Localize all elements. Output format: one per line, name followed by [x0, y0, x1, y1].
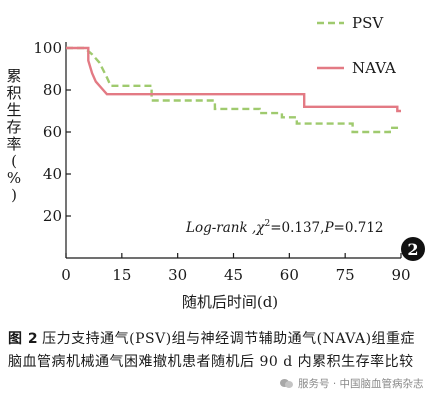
annotation-p-value: =0.712: [334, 220, 384, 236]
nava-survival-line: [66, 46, 401, 113]
y-axis-label-char: ): [11, 186, 17, 204]
annotation-prefix: Log-rank ,: [185, 220, 256, 236]
y-axis-label-char: %: [6, 169, 22, 187]
panel-badge: 2: [401, 237, 425, 261]
psv-survival-line: [66, 46, 401, 134]
y-tick-label: 80: [43, 81, 62, 99]
y-tick-label: 40: [43, 165, 62, 183]
chart-series: [66, 46, 401, 134]
x-tick-label: 30: [168, 266, 187, 284]
annotation-chi: χ: [255, 220, 265, 236]
x-tick-label: 45: [224, 266, 243, 284]
caption-text: 压力支持通气(PSV)组与神经调节辅助通气(NAVA)组重症脑血管病机械通气困难…: [8, 331, 416, 370]
y-axis-label-char: (: [11, 152, 17, 170]
logrank-annotation: Log-rank ,χ2=0.137,P=0.712: [185, 219, 384, 236]
y-axis-label-char: 积: [6, 84, 22, 102]
y-axis-label-char: 生: [6, 101, 22, 119]
y-axis-label-char: 率: [6, 135, 22, 153]
panel-badge-number: 2: [407, 240, 418, 259]
x-tick-label: 75: [336, 266, 355, 284]
annotation-chi-sup: 2: [264, 219, 270, 229]
y-tick-label: 20: [43, 207, 62, 225]
x-tick-label: 90: [391, 266, 410, 284]
figure-caption: 图 2 压力支持通气(PSV)组与神经调节辅助通气(NAVA)组重症脑血管病机械通…: [8, 328, 422, 374]
y-tick-label: 100: [33, 39, 62, 57]
x-tick-label: 60: [280, 266, 299, 284]
chart-legend: PSV NAVA: [317, 14, 396, 77]
x-tick-label: 15: [112, 266, 131, 284]
legend-nava-label: NAVA: [352, 59, 396, 77]
annotation-p: P: [323, 220, 334, 236]
chart-ticks: 20 40 60 80 100 0 15 30 45 60 75 90: [33, 39, 410, 284]
survival-chart: 20 40 60 80 100 0 15 30 45 60 75 90 PSV NAVA 随机后时间(d…: [33, 14, 425, 311]
watermark-text: 服务号 · 中国脑血管病杂志: [298, 378, 424, 390]
watermark: 服务号 · 中国脑血管病杂志: [280, 376, 424, 391]
x-tick-label: 0: [61, 266, 71, 284]
legend-psv-label: PSV: [352, 14, 384, 32]
wechat-icon: [280, 378, 294, 390]
annotation-chi-value: =0.137,: [270, 220, 324, 236]
y-axis-label: 累积生存率(%): [6, 68, 22, 204]
y-tick-label: 60: [43, 123, 62, 141]
caption-label: 图 2: [8, 331, 39, 347]
y-axis-label-char: 累: [6, 67, 22, 85]
panel-badge-circle: [401, 237, 425, 261]
y-axis-label-char: 存: [6, 118, 22, 136]
x-axis-label: 随机后时间(d): [182, 293, 278, 311]
